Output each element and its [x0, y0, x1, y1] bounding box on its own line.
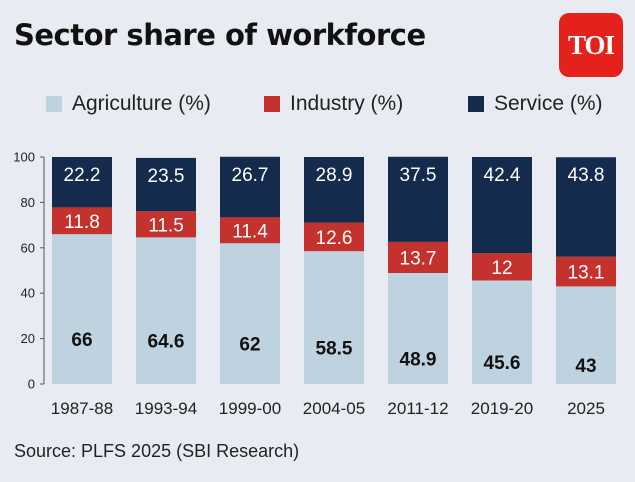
- bar-segment-service: [388, 156, 448, 242]
- legend-swatch-agriculture: [46, 96, 62, 112]
- bar-segment-agriculture: [304, 251, 364, 384]
- data-label-agriculture: 45.6: [484, 353, 521, 374]
- data-label-industry: 12.6: [316, 228, 353, 249]
- bar-segment-industry: [304, 222, 364, 252]
- x-tick-label: 1999-00: [219, 399, 281, 418]
- data-label-agriculture: 58.5: [316, 339, 353, 360]
- legend-label-industry: Industry (%): [290, 92, 404, 115]
- y-tick-label: 100: [13, 150, 35, 165]
- bar-segment-agriculture: [556, 286, 616, 384]
- y-tick-label: 40: [21, 286, 35, 301]
- data-label-industry: 11.5: [148, 215, 184, 236]
- bar-segment-service: [52, 157, 112, 208]
- x-tick-label: 1993-94: [135, 399, 197, 418]
- y-tick-label: 0: [28, 377, 35, 392]
- data-label-agriculture: 48.9: [400, 349, 437, 370]
- data-label-service: 37.5: [400, 165, 437, 186]
- source-note: Source: PLFS 2025 (SBI Research): [14, 441, 300, 461]
- bar-segment-agriculture: [136, 237, 196, 384]
- x-tick-label: 2004-05: [303, 399, 365, 418]
- data-label-industry: 11.8: [64, 212, 100, 233]
- chart-legend: Agriculture (%) Industry (%) Service (%): [0, 92, 635, 118]
- y-tick-label: 80: [21, 195, 35, 210]
- x-tick-label: 1987-88: [51, 399, 113, 418]
- legend-label-service: Service (%): [494, 92, 603, 115]
- bar-segment-agriculture: [52, 234, 112, 384]
- bar-segment-agriculture: [220, 243, 280, 384]
- data-label-industry: 11.4: [232, 221, 268, 242]
- bar-segment-industry: [472, 253, 532, 281]
- y-tick-label: 20: [21, 331, 35, 346]
- data-label-industry: 12: [491, 258, 512, 279]
- bar-segment-service: [556, 157, 616, 257]
- chart-title: Sector share of workforce: [14, 18, 426, 52]
- bar-segment-industry: [52, 207, 112, 235]
- data-label-service: 26.7: [232, 165, 269, 186]
- bar-segment-agriculture: [388, 272, 448, 384]
- legend-label-agriculture: Agriculture (%): [72, 92, 211, 115]
- data-label-agriculture: 43: [575, 356, 596, 377]
- legend-swatch-industry: [264, 96, 280, 112]
- data-label-agriculture: 62: [239, 335, 260, 356]
- data-label-industry: 13.1: [568, 263, 605, 284]
- legend-item-agriculture: Agriculture (%): [46, 92, 211, 116]
- data-label-service: 22.2: [64, 165, 101, 186]
- bar-segment-service: [220, 156, 280, 218]
- bar-segment-industry: [556, 256, 616, 287]
- x-tick-label: 2011-12: [387, 399, 448, 418]
- bar-segment-agriculture: [472, 280, 532, 384]
- toi-logo: TOI: [559, 13, 623, 77]
- legend-item-service: Service (%): [468, 92, 603, 116]
- bar-segment-industry: [220, 217, 280, 244]
- data-label-agriculture: 66: [71, 330, 92, 351]
- data-label-service: 23.5: [148, 166, 185, 187]
- bar-segment-industry: [136, 211, 196, 238]
- x-tick-label: 2025: [567, 399, 605, 418]
- x-tick-label: 2019-20: [471, 399, 533, 418]
- data-label-agriculture: 64.6: [148, 332, 185, 353]
- y-tick-label: 60: [21, 240, 35, 255]
- legend-swatch-service: [468, 96, 484, 112]
- bar-segment-service: [304, 157, 364, 223]
- bar-segment-service: [136, 157, 196, 212]
- data-label-service: 28.9: [316, 165, 353, 186]
- bar-segment-industry: [388, 241, 448, 273]
- data-label-service: 42.4: [484, 165, 521, 186]
- data-label-industry: 13.7: [400, 248, 437, 269]
- legend-item-industry: Industry (%): [264, 92, 403, 116]
- data-label-service: 43.8: [568, 165, 605, 186]
- bar-segment-service: [472, 157, 532, 254]
